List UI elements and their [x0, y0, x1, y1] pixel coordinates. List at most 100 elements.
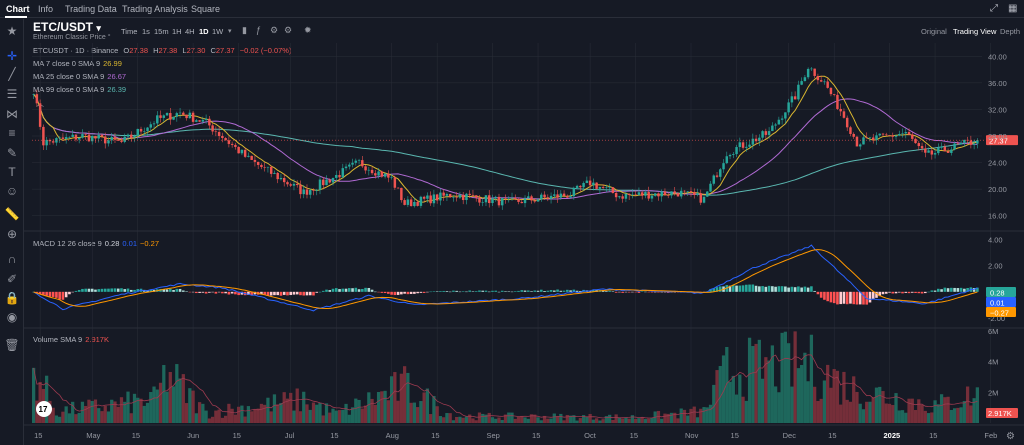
view-depth[interactable]: Depth: [1000, 27, 1021, 36]
candle: [972, 143, 976, 145]
macd-histogram-bar: [64, 291, 68, 298]
volume-bar: [298, 411, 303, 423]
volume-bar: [529, 414, 534, 423]
candle: [813, 68, 816, 76]
interval-4h[interactable]: 4H: [185, 27, 195, 36]
candle: [374, 173, 377, 176]
volume-bar: [549, 418, 553, 423]
macd-histogram-bar: [334, 288, 338, 292]
favorite-star-icon[interactable]: ★: [6, 24, 18, 38]
date-axis-label: 15: [132, 431, 140, 440]
crosshair-icon[interactable]: ✛: [6, 49, 18, 63]
candle: [442, 192, 445, 196]
eye-icon[interactable]: ◉: [6, 310, 18, 324]
view-trading-view[interactable]: Trading View: [953, 27, 997, 36]
zoom-in-icon[interactable]: ⊕: [6, 227, 18, 241]
horizontal-lines-icon[interactable]: ☰: [6, 87, 18, 101]
tab-square[interactable]: Square: [191, 4, 221, 14]
chevron-down-icon[interactable]: ▾: [228, 28, 232, 35]
macd-histogram-bar: [972, 288, 976, 292]
ma25-legend[interactable]: MA 25 close 0 SMA 9 26.67: [33, 72, 127, 81]
trash-icon[interactable]: 🗑: [4, 338, 20, 352]
volume-bar: [32, 367, 36, 423]
candle: [666, 195, 670, 196]
grid-icon[interactable]: ▦: [1008, 3, 1018, 14]
candle: [520, 201, 524, 204]
candle: [826, 81, 829, 88]
emoji-icon[interactable]: ☺: [5, 184, 19, 198]
ruler-icon[interactable]: 📏: [4, 207, 20, 221]
volume-bar: [829, 387, 833, 423]
lock-icon[interactable]: 🔒: [4, 291, 20, 305]
volume-bar: [728, 381, 732, 423]
tab-info[interactable]: Info: [38, 4, 54, 14]
candle: [816, 75, 820, 81]
interval-15m[interactable]: 15m: [154, 27, 169, 36]
volume-bar: [250, 411, 254, 423]
macd-histogram-bar: [562, 290, 566, 292]
candle: [582, 183, 585, 188]
macd-histogram-bar: [761, 286, 764, 292]
macd-histogram-bar: [165, 289, 169, 292]
volume-bar: [630, 415, 635, 423]
pencil-lock-icon[interactable]: ✐: [6, 272, 18, 286]
candle: [354, 160, 358, 163]
brush-icon[interactable]: ✎: [6, 146, 18, 160]
volume-bar: [230, 408, 234, 423]
tab-trading-data[interactable]: Trading Data: [65, 4, 117, 14]
volume-bar: [224, 415, 228, 423]
interval-1s[interactable]: 1s: [142, 27, 150, 36]
fib-retracement-icon[interactable]: ≡: [8, 126, 16, 140]
candle: [185, 114, 188, 119]
candle: [549, 195, 553, 199]
expand-icon[interactable]: ⤢: [990, 3, 998, 14]
candle: [169, 113, 172, 120]
volume-bar: [809, 334, 814, 423]
candle-type-icon[interactable]: ▮: [242, 25, 247, 35]
view-original[interactable]: Original: [921, 27, 947, 36]
candle: [546, 197, 550, 199]
text-tool-icon[interactable]: T: [8, 165, 16, 179]
settings-icon[interactable]: ⚙: [270, 25, 279, 35]
interval-1h[interactable]: 1H: [172, 27, 182, 36]
indicators-icon[interactable]: ƒ: [256, 25, 262, 35]
tab-chart[interactable]: Chart: [6, 4, 30, 14]
volume-bar: [58, 416, 62, 423]
date-axis-label: Aug: [386, 431, 399, 440]
volume-bar: [734, 394, 739, 423]
macd-histogram-bar: [819, 291, 823, 298]
candle: [393, 177, 397, 188]
macd-histogram-bar: [897, 291, 901, 293]
volume-bar: [237, 406, 241, 423]
macd-legend[interactable]: MACD 12 26 close 9 0.28 0.01 −0.27: [33, 239, 159, 248]
volume-bar: [305, 404, 309, 423]
trend-line-icon[interactable]: ╱: [8, 67, 16, 81]
gear-icon[interactable]: ✹: [304, 25, 312, 35]
candle: [429, 195, 432, 204]
axis-settings-icon: ⚙: [1006, 431, 1015, 442]
candle: [110, 137, 113, 141]
volume-bar: [926, 413, 931, 423]
ma7-legend[interactable]: MA 7 close 0 SMA 9 26.99: [33, 59, 122, 68]
price-chart[interactable]: 27.37 40.00 36.00 32.00 28.00 24.00 20.00 16.00…: [24, 41, 1024, 445]
tab-trading-analysis[interactable]: Trading Analysis: [122, 4, 188, 14]
ma99-legend[interactable]: MA 99 close 0 SMA 9 26.39: [33, 85, 127, 94]
candle: [84, 134, 87, 135]
interval-1d[interactable]: 1D: [199, 27, 209, 36]
candle: [709, 183, 712, 192]
candle: [686, 191, 689, 192]
symbol-selector[interactable]: ETC/USDT ▾: [33, 20, 101, 34]
pitchfork-icon[interactable]: ⋈: [6, 107, 18, 121]
volume-bar: [197, 402, 202, 423]
dashboard-icon[interactable]: ⚙: [284, 25, 293, 35]
interval-time[interactable]: Time: [121, 27, 138, 36]
candle: [797, 84, 800, 100]
macd-histogram-bar: [621, 291, 624, 293]
volume-legend[interactable]: Volume SMA 9 2.917K: [33, 335, 109, 344]
volume-bar: [80, 401, 85, 423]
magnet-icon[interactable]: ∩: [7, 252, 17, 266]
macd-histogram-bar: [136, 289, 140, 292]
macd-histogram-bar: [289, 291, 293, 296]
macd-histogram-bar: [731, 285, 735, 292]
interval-1w[interactable]: 1W: [212, 27, 224, 36]
